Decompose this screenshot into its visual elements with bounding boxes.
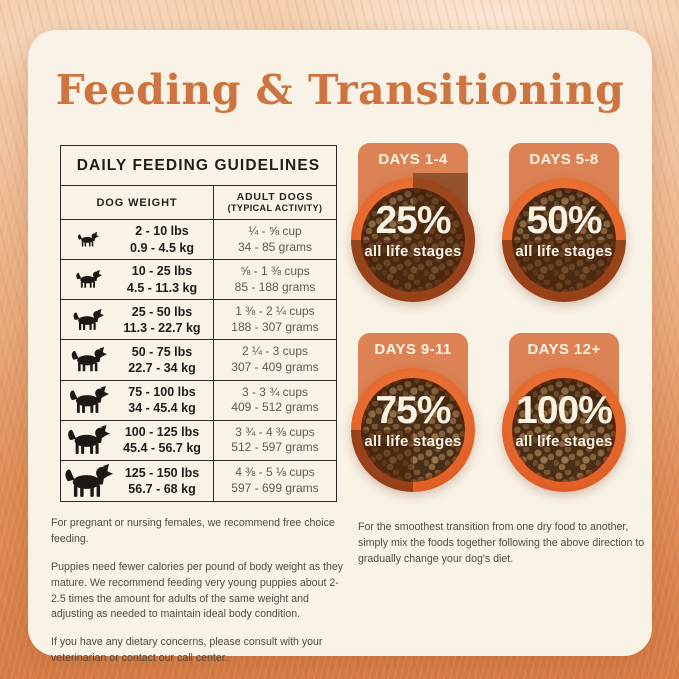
mix-ratio-text: 100% all life stages [502, 389, 626, 451]
col-header-adult-dogs-line2: (TYPICAL ACTIVITY) [227, 203, 323, 214]
transition-step-days-12-plus: DAYS 12+ 100% all life stages [502, 333, 626, 499]
weight-cell: 75 - 100 lbs 34 - 45.4 kg [128, 384, 196, 416]
mix-percent: 50% [526, 199, 602, 242]
mix-caption: all life stages [515, 243, 613, 260]
footnote-dietary: If you have any dietary concerns, please… [51, 636, 323, 665]
kibble-bowl [502, 368, 626, 492]
table-row: 125 - 150 lbs 56.7 - 68 kg 4 ⅜ - 5 ⅛ cups… [61, 460, 336, 501]
weight-cell: 50 - 75 lbs 22.7 - 34 kg [128, 344, 196, 375]
mix-caption: all life stages [364, 433, 462, 450]
transition-steps: DAYS 1-4 25% all life stages DAYS 5-8 50… [351, 143, 626, 499]
dog-icon [61, 347, 115, 372]
col-header-adult-dogs: ADULT DOGS (TYPICAL ACTIVITY) [213, 186, 336, 219]
amount-cell: 2 ¼ - 3 cups 307 - 409 grams [213, 340, 336, 380]
days-label: DAYS 5-8 [529, 151, 599, 168]
dog-icon [61, 309, 115, 331]
amount-cell: 4 ⅜ - 5 ⅛ cups 597 - 699 grams [213, 460, 336, 501]
mix-ratio-text: 75% all life stages [351, 389, 475, 451]
table-row: 75 - 100 lbs 34 - 45.4 kg 3 - 3 ¾ cups 409… [61, 380, 336, 421]
col-header-dog-weight: DOG WEIGHT [96, 196, 178, 209]
mix-ratio-text: 50% all life stages [502, 199, 626, 261]
amount-cell: ¼ - ⅝ cup 34 - 85 grams [213, 220, 336, 260]
mix-percent: 25% [375, 199, 451, 242]
table-row: 10 - 25 lbs 4.5 - 11.3 kg ⅝ - 1 ⅜ cups 85 … [61, 260, 336, 301]
days-label: DAYS 12+ [527, 341, 601, 358]
days-label: DAYS 9-11 [374, 341, 452, 358]
weight-cell: 100 - 125 lbs 45.4 - 56.7 kg [123, 425, 201, 456]
mix-caption: all life stages [515, 433, 613, 450]
weight-cell: 2 - 10 lbs 0.9 - 4.5 kg [130, 224, 194, 255]
kibble-bowl [351, 368, 475, 492]
table-title: DAILY FEEDING GUIDELINES [61, 146, 336, 186]
info-card: Feeding & Transitioning DAILY FEEDING GU… [28, 30, 652, 664]
weight-cell: 25 - 50 lbs 11.3 - 22.7 kg [123, 304, 201, 335]
dog-icon [61, 425, 115, 455]
table-row: 25 - 50 lbs 11.3 - 22.7 kg 1 ⅜ - 2 ¼ cups… [61, 300, 336, 341]
transition-step-days-1-4: DAYS 1-4 25% all life stages [351, 143, 475, 309]
footnote-transition: For the smoothest transition from one dr… [358, 521, 645, 565]
amount-cell: 3 ¾ - 4 ⅜ cups 512 - 597 grams [213, 420, 336, 460]
weight-cell: 10 - 25 lbs 4.5 - 11.3 kg [126, 264, 198, 295]
amount-cell: ⅝ - 1 ⅜ cups 85 - 188 grams [213, 260, 336, 300]
feeding-guidelines-table: DAILY FEEDING GUIDELINES DOG WEIGHT ADUL… [60, 145, 337, 502]
transition-step-days-5-8: DAYS 5-8 50% all life stages [502, 143, 626, 309]
kibble-bowl [351, 178, 475, 302]
mix-percent: 100% [516, 389, 613, 432]
table-row: 50 - 75 lbs 22.7 - 34 kg 2 ¼ - 3 cups 307 … [61, 340, 336, 381]
amount-cell: 3 - 3 ¾ cups 409 - 512 grams [213, 380, 336, 420]
days-label: DAYS 1-4 [378, 151, 448, 168]
dog-icon [61, 232, 115, 247]
mix-ratio-text: 25% all life stages [351, 199, 475, 261]
footnote-puppies: Puppies need fewer calories per pound of… [51, 560, 344, 621]
dog-icon [61, 386, 115, 414]
table-row: 100 - 125 lbs 45.4 - 56.7 kg 3 ¾ - 4 ⅜ cu… [61, 420, 336, 461]
mix-percent: 75% [375, 389, 451, 432]
page-title: Feeding & Transitioning [55, 66, 625, 114]
footnotes-left: For pregnant or nursing females, we reco… [51, 516, 347, 679]
amount-cell: 1 ⅜ - 2 ¼ cups 188 - 307 grams [213, 300, 336, 340]
kibble-bowl [502, 178, 626, 302]
dog-icon [61, 464, 115, 498]
col-header-adult-dogs-line1: ADULT DOGS [236, 191, 314, 204]
dog-icon [61, 270, 115, 289]
table-row: 2 - 10 lbs 0.9 - 4.5 kg ¼ - ⅝ cup 34 - 85 … [61, 220, 336, 261]
table-header-row: DOG WEIGHT ADULT DOGS (TYPICAL ACTIVITY) [61, 186, 336, 220]
weight-cell: 125 - 150 lbs 56.7 - 68 kg [124, 465, 200, 496]
mix-caption: all life stages [364, 243, 462, 260]
transition-step-days-9-11: DAYS 9-11 75% all life stages [351, 333, 475, 499]
footnote-pregnant: For pregnant or nursing females, we reco… [51, 517, 335, 545]
